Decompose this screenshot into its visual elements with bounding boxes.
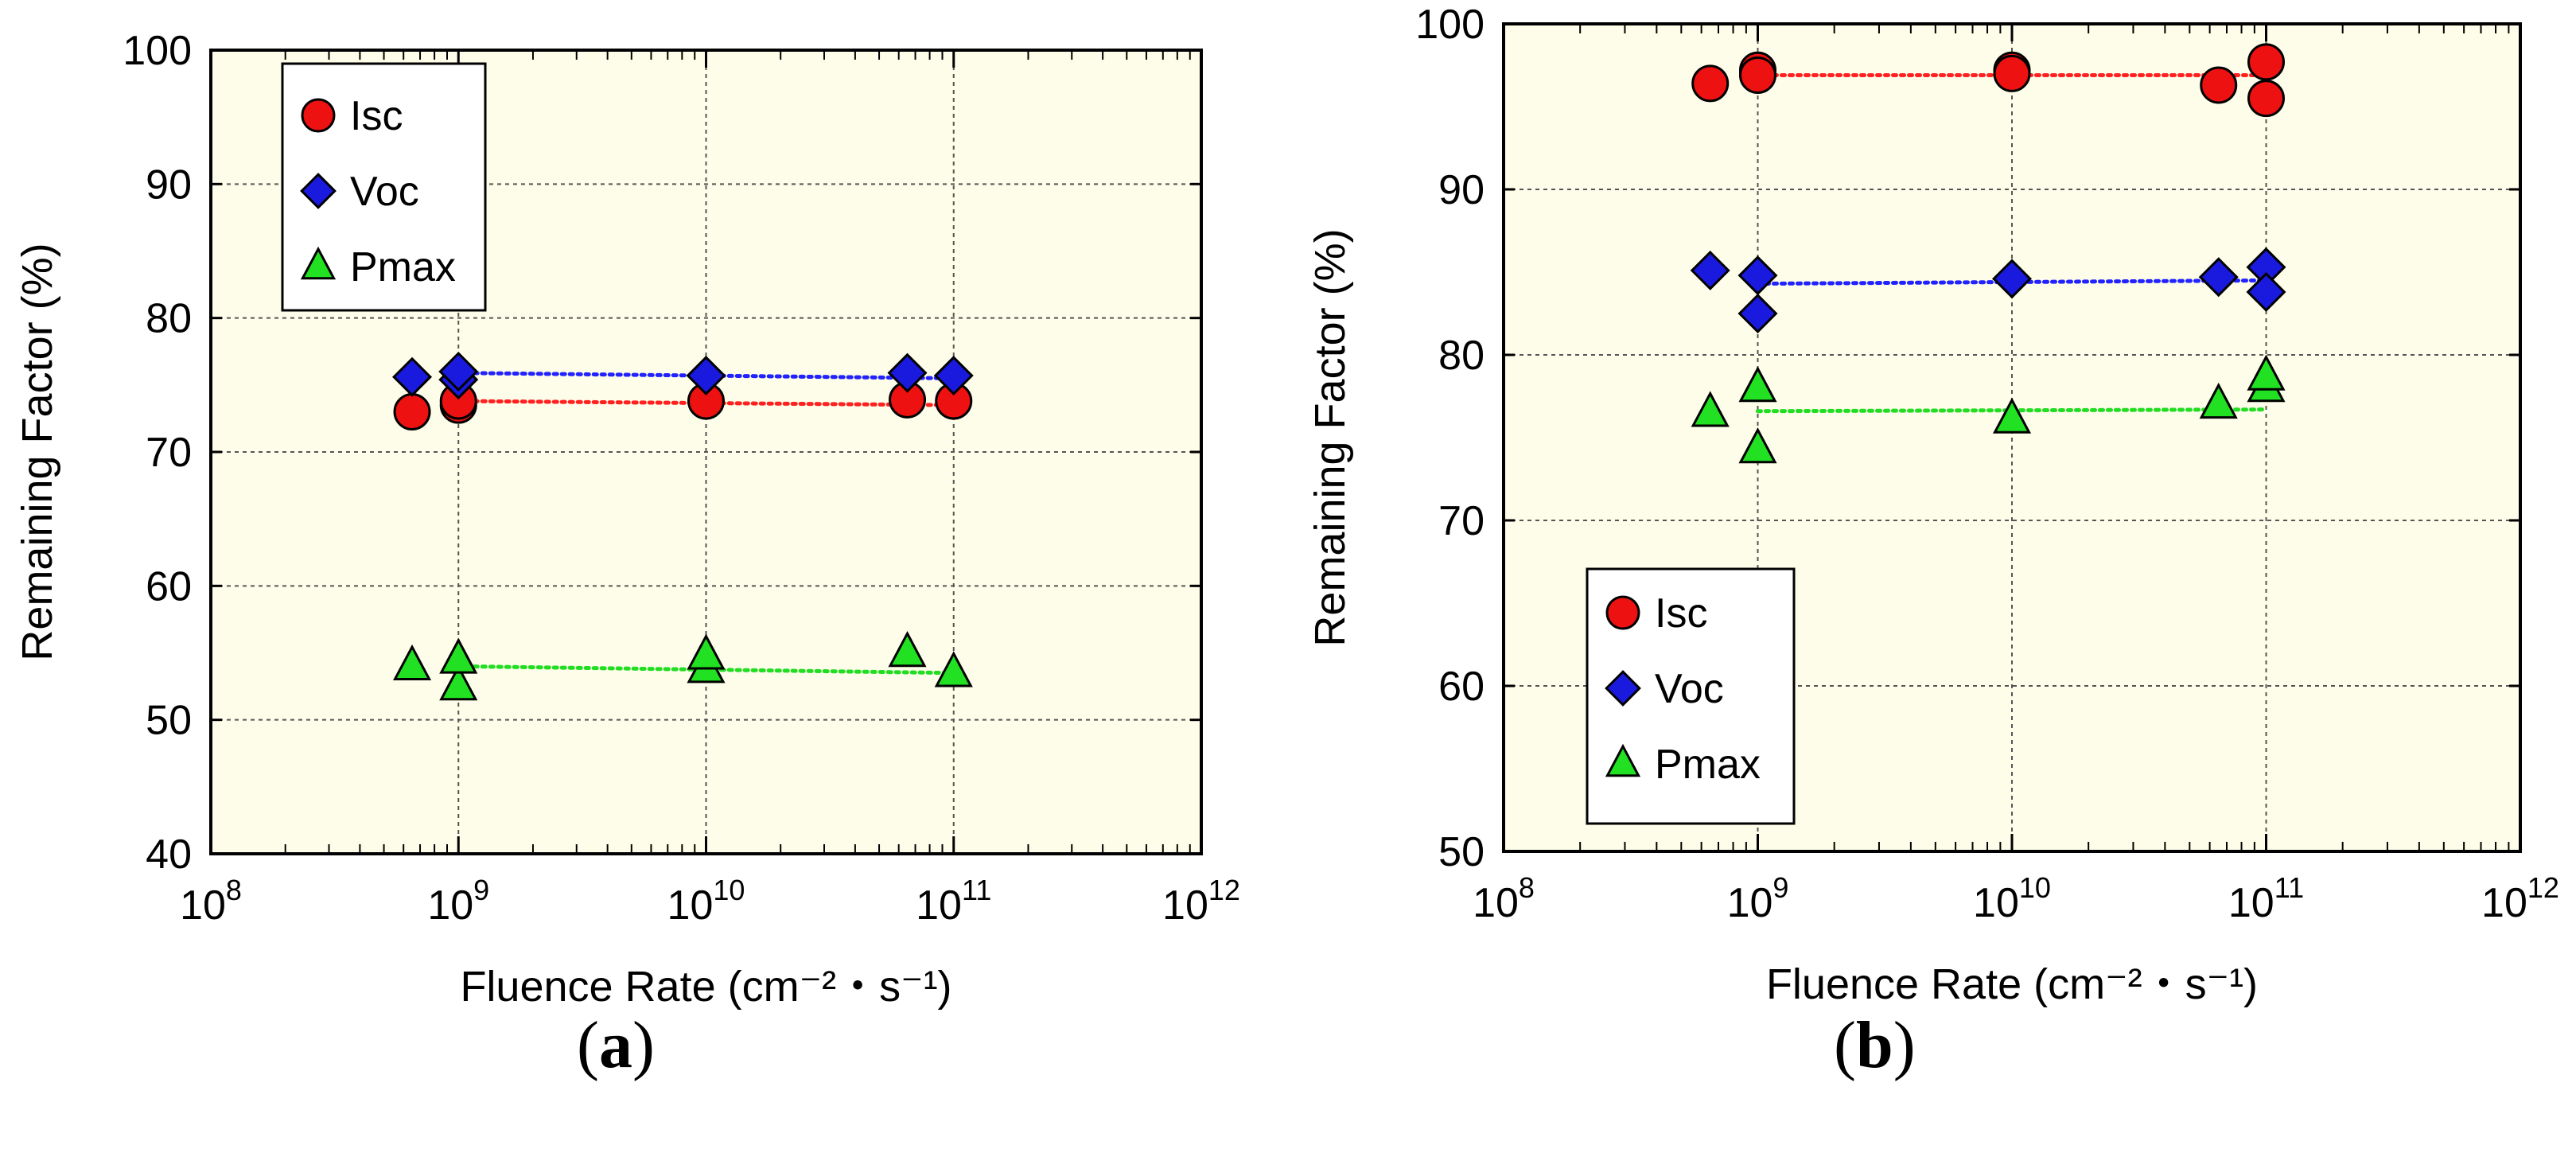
caption-a: (a) (577, 1008, 655, 1082)
series-pmax (1691, 354, 2286, 464)
point-isc (1739, 56, 1776, 94)
y-tick-label: 60 (1438, 664, 1485, 710)
y-tick-label: 90 (1438, 167, 1485, 213)
series-voc (392, 351, 974, 400)
y-tick-label: 50 (1438, 829, 1485, 875)
x-tick-label: 1012 (1162, 874, 1240, 929)
point-pmax (2199, 382, 2238, 419)
x-tick-label: 1011 (2228, 871, 2304, 926)
caption-b-letter: b (1855, 1008, 1893, 1082)
legend-marker-pmax (300, 246, 337, 280)
point-voc (1737, 293, 1778, 334)
point-pmax (1691, 391, 1730, 427)
y-tick-label: 60 (146, 563, 192, 610)
point-isc (1993, 54, 2031, 92)
legend-marker-voc (1605, 670, 1641, 707)
point-pmax (439, 664, 478, 701)
point-isc (2247, 43, 2285, 81)
y-tick-label: 100 (123, 28, 192, 74)
series-isc (393, 380, 973, 430)
y-tick-label: 80 (1438, 333, 1485, 379)
caption-b: (b) (1834, 1008, 1916, 1082)
legend: Isc Voc Pmax (281, 62, 487, 312)
legend-label-voc: Voc (1655, 666, 1724, 712)
point-isc (2200, 66, 2238, 104)
legend-marker-isc (301, 98, 336, 133)
point-isc (2247, 80, 2285, 118)
y-axis-label: Remaining Factor (%) (14, 243, 61, 660)
point-voc (438, 351, 479, 392)
x-tick-label: 109 (427, 874, 489, 929)
point-voc (1991, 259, 2033, 299)
y-tick-label: 70 (146, 430, 192, 476)
point-voc (933, 356, 974, 396)
chart-b: 50 60 70 80 90 100 108 109 1010 1011 1012 Fluence R… (1306, 2, 2559, 1008)
point-pmax (1992, 397, 2032, 434)
legend-label-pmax: Pmax (1655, 742, 1761, 788)
series-voc (1690, 247, 2286, 334)
point-pmax (934, 651, 973, 687)
legend-marker-voc (300, 173, 337, 209)
y-tick-label: 80 (146, 296, 192, 342)
point-voc (392, 356, 433, 397)
legend-label-isc: Isc (350, 93, 403, 139)
point-pmax (1738, 427, 1777, 464)
x-tick-label: 1010 (1973, 871, 2051, 926)
x-tick-label: 1011 (916, 874, 991, 929)
point-isc (393, 393, 431, 430)
point-voc (1690, 250, 1730, 290)
legend: Isc Voc Pmax (1586, 567, 1796, 825)
series-isc (1691, 43, 2285, 118)
y-tick-label: 70 (1438, 498, 1485, 544)
legend-marker-isc (1605, 595, 1640, 630)
x-tick-label: 108 (1473, 871, 1535, 926)
caption-a-letter: a (598, 1008, 632, 1082)
point-pmax (2247, 354, 2286, 391)
point-pmax (888, 631, 927, 668)
y-tick-label: 50 (146, 698, 192, 744)
y-tick-label: 40 (146, 832, 192, 878)
y-tick-label: 100 (1415, 2, 1485, 48)
point-pmax (439, 637, 478, 674)
legend-label-voc: Voc (350, 169, 419, 215)
x-tick-label: 108 (180, 874, 242, 929)
legend-marker-pmax (1605, 743, 1641, 777)
point-pmax (1738, 366, 1777, 403)
x-tick-label: 1012 (2481, 871, 2559, 926)
x-tick-label: 109 (1727, 871, 1789, 926)
point-voc (686, 356, 726, 396)
point-voc (2246, 271, 2286, 312)
point-isc (1691, 64, 1730, 103)
x-axis-label: Fluence Rate (cm⁻²・s⁻¹) (460, 963, 951, 1011)
series-pmax (392, 631, 973, 701)
point-pmax (392, 644, 432, 681)
y-axis-label: Remaining Factor (%) (1306, 228, 1354, 646)
chart-a: 40 50 60 70 80 90 100 108 109 1010 1011 1012 Fluence… (14, 28, 1240, 1011)
point-voc (887, 352, 928, 393)
x-tick-label: 1010 (667, 874, 745, 929)
legend-label-isc: Isc (1655, 590, 1707, 637)
point-voc (2198, 257, 2239, 298)
point-pmax (687, 633, 726, 670)
x-axis-label: Fluence Rate (cm⁻²・s⁻¹) (1766, 960, 2258, 1008)
legend-label-pmax: Pmax (350, 244, 456, 290)
y-tick-label: 90 (146, 162, 192, 208)
